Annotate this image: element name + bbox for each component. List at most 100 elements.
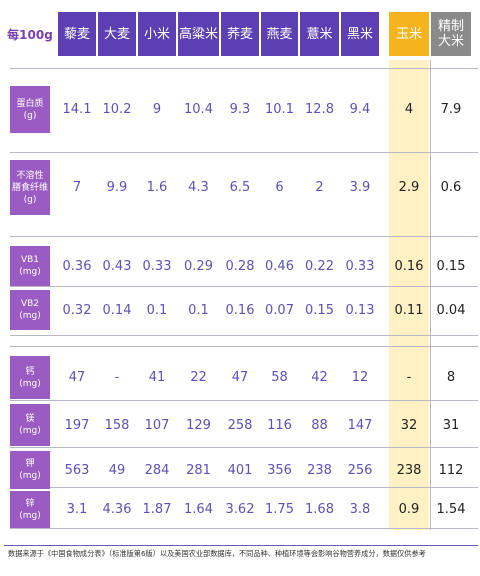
table-cell: 58 <box>271 370 288 385</box>
row-divider <box>10 487 478 488</box>
table-cell: 1.87 <box>142 502 172 517</box>
table-cell: 256 <box>347 462 373 478</box>
table-cell: 0.11 <box>394 302 424 318</box>
table-cell: 1.6 <box>146 180 168 195</box>
row-divider <box>10 400 478 401</box>
corn-column-band <box>389 60 429 530</box>
row-divider <box>10 346 478 347</box>
table-cell: 281 <box>186 462 211 478</box>
row-divider <box>10 286 478 287</box>
table-cell: 107 <box>144 417 170 433</box>
table-cell: 2.9 <box>398 180 420 195</box>
table-cell: 1.64 <box>184 502 213 517</box>
table-cell: 0.36 <box>62 258 92 274</box>
table-cell: 0.46 <box>265 258 294 274</box>
table-cell: 4 <box>404 102 414 117</box>
row-label: 钙 (mg) <box>10 356 50 399</box>
row-divider <box>10 236 478 237</box>
table-cell: 3.62 <box>225 502 255 517</box>
row-label: VB2 (mg) <box>10 290 50 330</box>
table-cell: 0.1 <box>188 302 209 318</box>
row-divider <box>10 335 478 336</box>
table-cell: 129 <box>186 417 211 433</box>
table-cell: - <box>406 370 412 385</box>
table-cell: 4.36 <box>102 502 132 517</box>
table-cell: 3.1 <box>66 502 88 517</box>
table-cell: 0.16 <box>225 302 255 318</box>
table-cell: 42 <box>311 370 328 385</box>
table-cell: 0.16 <box>394 258 424 274</box>
table-cell: 0.43 <box>102 258 132 274</box>
table-cell: 0.33 <box>345 258 375 274</box>
table-cell: 0.04 <box>436 302 466 318</box>
table-cell: 238 <box>307 462 332 478</box>
table-cell: 6 <box>275 180 284 195</box>
table-cell: 31 <box>442 417 460 433</box>
table-cell: 356 <box>267 462 292 478</box>
row-divider <box>10 528 478 529</box>
table-cell: 0.9 <box>398 502 420 517</box>
table-cell: 0.13 <box>345 302 375 318</box>
table-cell: 0.28 <box>225 258 255 274</box>
row-label: 镁 (mg) <box>10 404 50 446</box>
table-cell: 49 <box>108 462 126 478</box>
column-header: 藜麦 <box>58 12 96 56</box>
corner-label: 每100g <box>7 27 53 42</box>
column-divider <box>430 60 431 530</box>
row-label: 钾 (mg) <box>10 451 50 489</box>
table-cell: 6.5 <box>229 180 251 195</box>
column-header: 精制 大米 <box>431 12 471 56</box>
table-cell: 197 <box>64 417 90 433</box>
column-header: 荞麦 <box>221 12 259 56</box>
table-cell: 258 <box>227 417 253 433</box>
table-cell: 7.9 <box>440 102 462 117</box>
table-cell: 0.15 <box>436 258 466 274</box>
table-cell: 3.9 <box>349 180 371 195</box>
table-cell: 47 <box>68 370 86 385</box>
table-cell: 0.33 <box>142 258 172 274</box>
row-label: 锌 (mg) <box>10 491 50 528</box>
table-cell: 7 <box>72 180 82 195</box>
table-cell: 9.4 <box>349 102 371 117</box>
table-cell: - <box>114 370 120 385</box>
column-header: 薏米 <box>300 12 339 56</box>
table-cell: 0.6 <box>440 180 462 195</box>
table-cell: 32 <box>400 417 418 433</box>
table-cell: 0.32 <box>62 302 92 318</box>
table-cell: 10.4 <box>184 102 213 117</box>
column-header: 燕麦 <box>261 12 298 56</box>
table-cell: 3.8 <box>349 502 371 517</box>
footer-note: 数据来源于《中国食物成分表》（标准版第6版）以及美国农业部数据库，不同品种、种植… <box>8 549 426 558</box>
row-label: 蛋白质 (g) <box>10 86 50 133</box>
column-header: 玉米 <box>389 12 429 56</box>
footer-divider <box>4 545 478 546</box>
table-cell: 9 <box>152 102 162 117</box>
row-label: 不溶性 膳食纤维 (g) <box>10 160 50 215</box>
table-cell: 47 <box>231 370 249 385</box>
table-cell: 0.15 <box>305 302 334 318</box>
column-header: 高粱米 <box>178 12 219 56</box>
table-cell: 158 <box>104 417 130 433</box>
table-cell: 0.1 <box>146 302 168 318</box>
table-cell: 401 <box>227 462 253 478</box>
table-cell: 8 <box>446 370 456 385</box>
column-header: 大麦 <box>98 12 136 56</box>
table-cell: 0.07 <box>265 302 294 318</box>
table-cell: 41 <box>148 370 166 385</box>
table-cell: 0.29 <box>184 258 213 274</box>
table-cell: 0.14 <box>102 302 132 318</box>
table-cell: 116 <box>267 417 292 433</box>
table-cell: 12.8 <box>305 102 334 117</box>
row-divider <box>10 68 478 69</box>
table-cell: 563 <box>64 462 90 478</box>
table-cell: 10.1 <box>265 102 294 117</box>
table-cell: 1.68 <box>305 502 334 517</box>
table-cell: 238 <box>396 462 422 478</box>
table-cell: 14.1 <box>62 102 92 117</box>
table-cell: 1.75 <box>265 502 294 517</box>
column-header: 小米 <box>138 12 176 56</box>
table-cell: 22 <box>190 370 207 385</box>
table-cell: 0.22 <box>305 258 334 274</box>
table-cell: 1.54 <box>436 502 466 517</box>
row-divider <box>10 447 478 448</box>
